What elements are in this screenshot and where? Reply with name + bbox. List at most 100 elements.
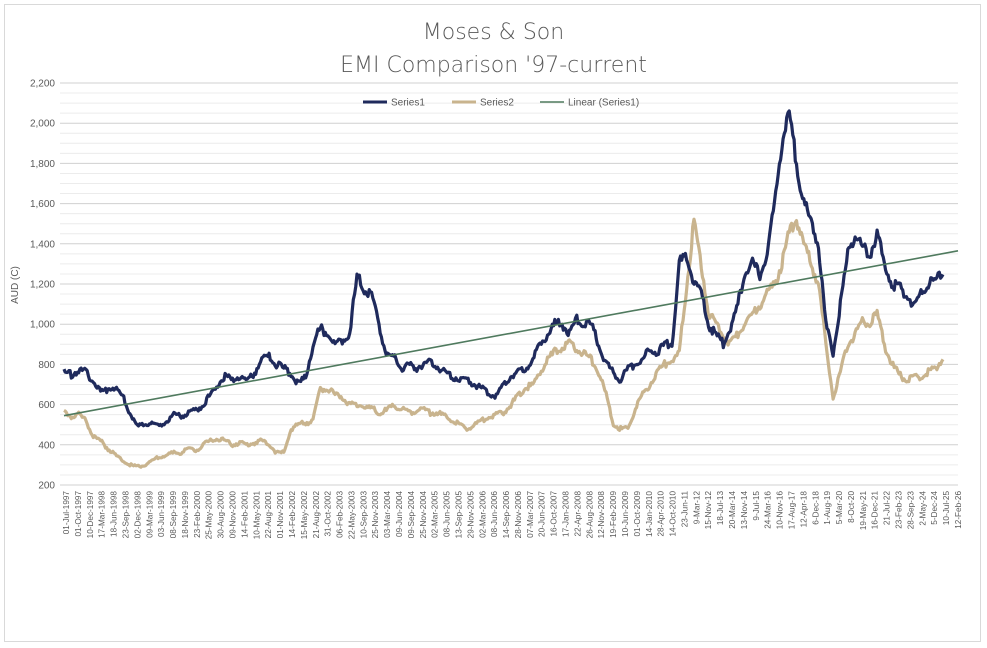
x-tick-label: 31-Oct-2002: [324, 491, 333, 537]
x-tick-label: 12-Nov-2008: [597, 491, 606, 539]
x-tick-label: 9-Mar-12: [692, 491, 701, 525]
trendline: [63, 250, 959, 417]
x-tick-label: 23-Sep-1998: [121, 491, 130, 539]
x-tick-label: 09-Mar-1999: [145, 491, 154, 538]
x-tick-label: 20-Jun-2007: [538, 491, 547, 537]
legend: Series1 Series2 Linear (Series1): [363, 98, 639, 109]
x-tick-label: 19-Feb-2009: [609, 491, 618, 538]
x-tick-label: 01-Oct-1997: [74, 491, 83, 537]
y-axis-ticks: 200 400 600 800 1,000 1,200 1,400 1,600 1,800 2,0…: [30, 79, 55, 492]
x-tick-label: 09-Jun-2004: [395, 491, 404, 537]
x-tick-label: 13-Nov-14: [740, 491, 749, 530]
x-tick-label: 17-Aug-17: [787, 491, 796, 530]
y-tick-label: 1,800: [30, 159, 55, 170]
grid-lines: [60, 82, 958, 486]
y-tick-label: 1,000: [30, 320, 55, 331]
x-tick-label: 22-May-2003: [347, 491, 356, 540]
y-tick-label: 2,000: [30, 119, 55, 130]
x-tick-label: 1-Aug-19: [823, 491, 832, 525]
x-tick-label: 14-Sep-2006: [502, 491, 511, 539]
chart-frame: [4, 4, 981, 642]
x-tick-label: 23-Feb-2000: [193, 491, 202, 538]
x-tick-label: 25-Nov-2003: [371, 491, 380, 539]
chart-subtitle: EMI Comparison '97-current: [340, 53, 647, 78]
x-tick-label: 16-Oct-2007: [550, 491, 559, 537]
x-tick-label: 10-Sep-2003: [359, 491, 368, 539]
x-tick-label: 17-Jan-2008: [562, 491, 571, 537]
x-tick-label: 24-Mar-16: [764, 491, 773, 529]
y-axis-label: AUD (C): [10, 266, 21, 304]
chart-title: Moses & Son: [422, 20, 565, 45]
x-tick-label: 10-Nov-16: [776, 491, 785, 530]
y-tick-label: 600: [38, 400, 55, 411]
x-tick-label: 6-Dec-18: [811, 491, 820, 525]
legend-label: Series2: [480, 98, 514, 109]
x-tick-label: 15-Nov-12: [704, 491, 713, 530]
x-tick-label: 02-Dec-1998: [133, 491, 142, 539]
x-tick-label: 26-Aug-2008: [585, 491, 594, 539]
x-tick-label: 01-Oct-2009: [633, 491, 642, 537]
y-tick-label: 400: [38, 440, 55, 451]
x-tick-label: 22-Aug-2001: [264, 491, 273, 539]
x-tick-label: 21-Jul-22: [883, 491, 892, 526]
x-tick-label: 15-May-2002: [300, 491, 309, 540]
y-tick-label: 1,400: [30, 239, 55, 250]
legend-label: Linear (Series1): [568, 98, 639, 109]
x-tick-label: 18-Jun-1998: [110, 491, 119, 537]
x-tick-label: 10-Jul-25: [942, 491, 951, 526]
x-tick-label: 23-Jun-11: [680, 491, 689, 528]
x-tick-label: 12-Apr-18: [799, 491, 808, 528]
x-axis-ticks: 01-Jul-1997 01-Oct-1997 10-Dec-1997 17-Mar-…: [62, 491, 963, 540]
x-tick-label: 9-Jul-15: [752, 491, 761, 521]
x-tick-label: 02-Mar-2005: [431, 491, 440, 538]
x-tick-label: 14-Oct-2010: [669, 491, 678, 537]
x-tick-label: 01-Jul-1997: [62, 491, 71, 535]
x-tick-label: 14-Jan-2010: [645, 491, 654, 537]
x-tick-label: 06-Feb-2003: [336, 491, 345, 538]
x-tick-label: 25-Nov-2004: [419, 491, 428, 539]
x-tick-label: 8-Oct-20: [847, 491, 856, 523]
x-tick-label: 14-Feb-2002: [288, 491, 297, 538]
x-tick-label: 14-Feb-2001: [240, 491, 249, 538]
x-tick-label: 08-Sep-1999: [169, 491, 178, 539]
x-tick-label: 13-Sep-2005: [454, 491, 463, 539]
x-tick-label: 22-Apr-2008: [573, 491, 582, 537]
x-tick-label: 28-Apr-2010: [657, 491, 666, 537]
series-line-series1: [62, 109, 945, 428]
x-tick-label: 08-Jun-2006: [490, 491, 499, 537]
x-tick-label: 03-Jun-1999: [157, 491, 166, 537]
x-tick-label: 5-Mar-20: [835, 491, 844, 525]
x-tick-label: 10-May-2001: [252, 491, 261, 540]
x-tick-label: 5-Dec-24: [930, 491, 939, 525]
x-tick-label: 17-Mar-1998: [98, 491, 107, 538]
x-tick-label: 2-May-24: [918, 491, 927, 526]
x-tick-label: 09-Sep-2004: [407, 491, 416, 539]
y-tick-label: 800: [38, 360, 55, 371]
x-tick-label: 09-Nov-2000: [229, 491, 238, 539]
series-line-series2: [63, 217, 945, 469]
x-tick-label: 25-May-2000: [205, 491, 214, 540]
x-tick-label: 08-Jun-2005: [443, 491, 452, 537]
x-tick-label: 23-Feb-23: [895, 491, 904, 529]
x-tick-label: 03-Mar-2004: [383, 491, 392, 538]
y-tick-label: 1,200: [30, 280, 55, 291]
y-tick-label: 200: [38, 481, 55, 492]
x-tick-label: 10-Dec-1997: [86, 491, 95, 539]
series-group: [62, 109, 959, 469]
x-tick-label: 21-Aug-2002: [312, 491, 321, 539]
x-tick-label: 30-Aug-2000: [217, 491, 226, 539]
x-tick-label: 28-Sep-23: [906, 491, 915, 530]
x-tick-label: 10-Jun-2009: [621, 491, 630, 537]
x-tick-label: 28-Nov-2006: [514, 491, 523, 539]
x-tick-label: 18-Jul-13: [716, 491, 725, 526]
x-tick-label: 18-Nov-1999: [181, 491, 190, 539]
x-tick-label: 01-Nov-2001: [276, 491, 285, 539]
x-tick-label: 20-Mar-14: [728, 491, 737, 529]
x-tick-label: 02-Mar-2006: [478, 491, 487, 538]
x-tick-label: 29-Nov-2005: [466, 491, 475, 539]
x-tick-label: 07-Mar-2007: [526, 491, 535, 538]
x-tick-label: 19-May-21: [859, 491, 868, 531]
legend-label: Series1: [391, 98, 425, 109]
y-tick-label: 1,600: [30, 199, 55, 210]
